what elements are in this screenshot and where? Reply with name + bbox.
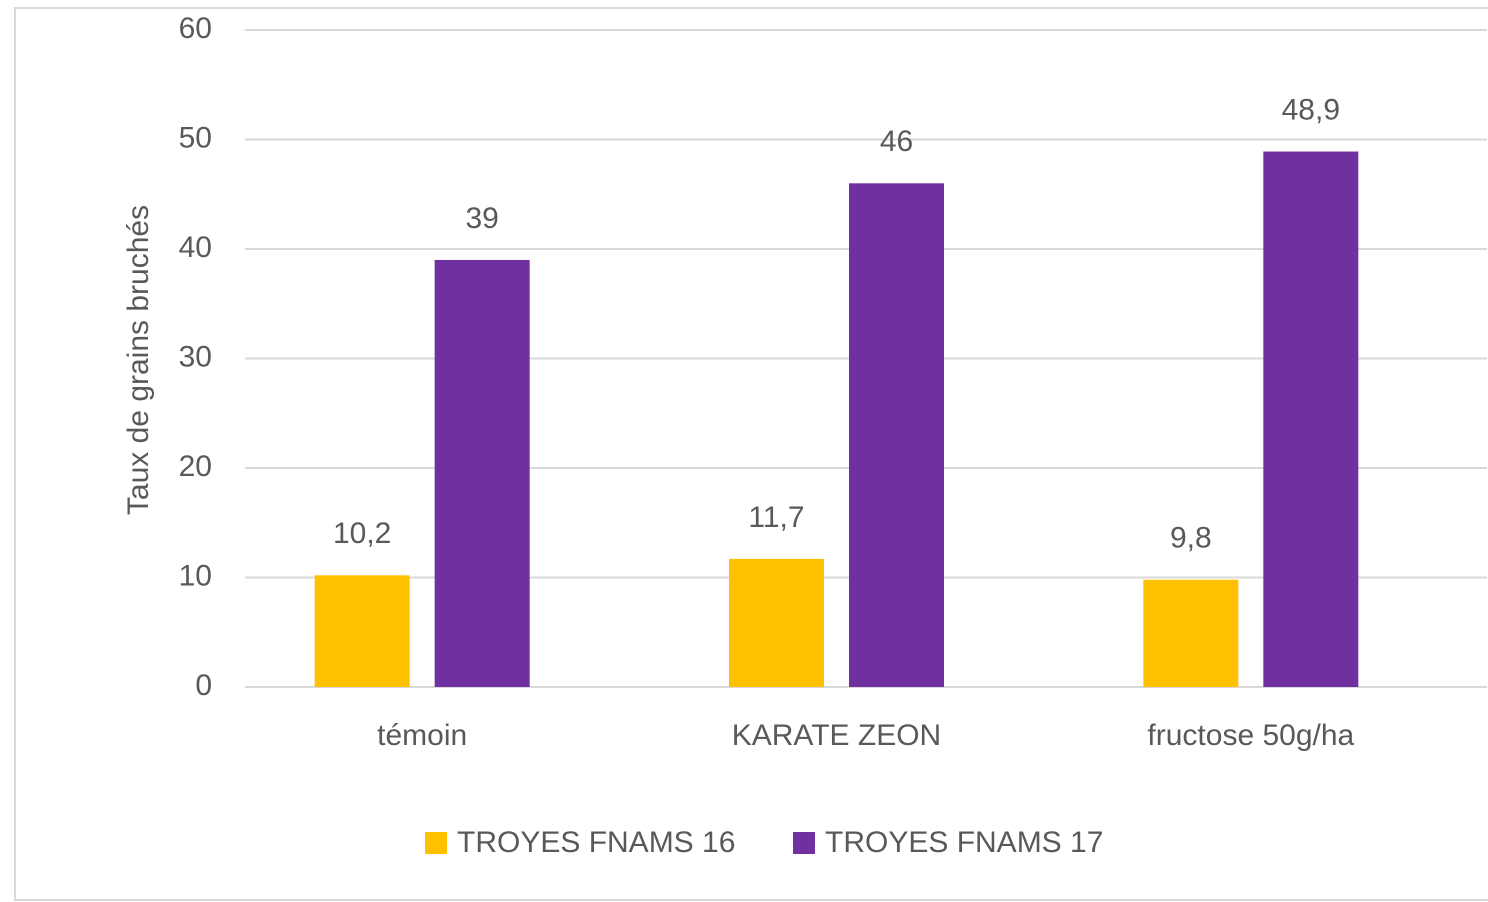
x-tick-label: fructose 50g/ha bbox=[1147, 719, 1354, 752]
data-label: 39 bbox=[465, 202, 498, 235]
x-tick-label: KARATE ZEON bbox=[732, 719, 941, 752]
y-axis-title: Taux de grains bruchés bbox=[122, 205, 155, 515]
y-tick-label: 0 bbox=[195, 669, 212, 702]
y-tick-label: 50 bbox=[179, 121, 212, 154]
bar bbox=[314, 575, 410, 687]
bar bbox=[729, 558, 824, 687]
bar bbox=[1263, 151, 1359, 688]
data-label: 9,8 bbox=[1170, 522, 1212, 555]
y-tick-label: 30 bbox=[179, 340, 212, 373]
chart-border bbox=[14, 7, 1488, 901]
legend-label: TROYES FNAMS 17 bbox=[825, 826, 1103, 859]
legend-swatch bbox=[425, 832, 447, 854]
data-label: 10,2 bbox=[333, 517, 391, 550]
x-tick-label: témoin bbox=[377, 719, 467, 752]
y-tick-label: 40 bbox=[179, 231, 212, 264]
y-tick-label: 20 bbox=[179, 450, 212, 483]
bar bbox=[849, 183, 944, 688]
bar bbox=[434, 259, 530, 687]
y-tick-label: 60 bbox=[179, 12, 212, 45]
legend-swatch bbox=[793, 832, 815, 854]
y-tick-label: 10 bbox=[179, 559, 212, 592]
data-label: 46 bbox=[880, 125, 913, 158]
bar bbox=[1143, 579, 1239, 687]
data-label: 11,7 bbox=[748, 501, 804, 534]
legend-label: TROYES FNAMS 16 bbox=[457, 826, 735, 859]
data-label: 48,9 bbox=[1282, 93, 1340, 126]
